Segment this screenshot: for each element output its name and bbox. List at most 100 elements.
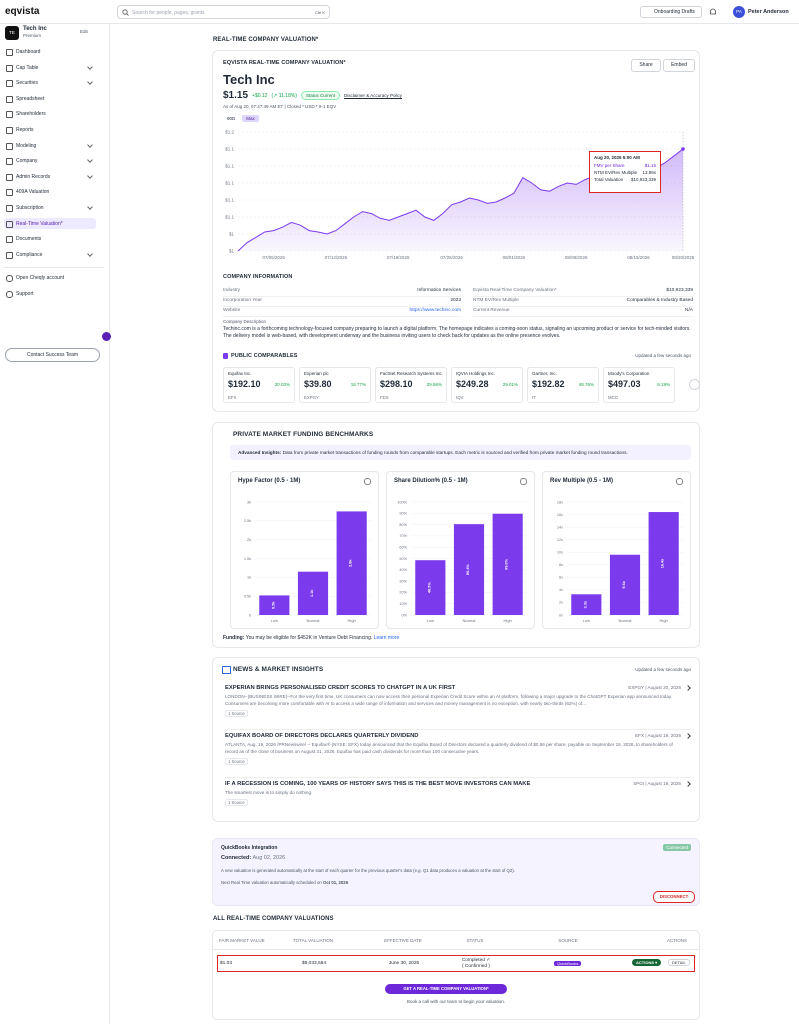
y-tick-label: 16x — [557, 513, 563, 517]
nav-item[interactable]: Compliance — [4, 249, 96, 260]
embed-button[interactable]: Embed — [663, 59, 695, 72]
tooltip-row: NTM EV/Rev Multiple 13.89x — [594, 170, 656, 175]
nav-item[interactable]: Company — [4, 155, 96, 166]
tooltip-key: NTM EV/Rev Multiple — [594, 170, 638, 175]
detail-button[interactable]: DETAIL — [668, 959, 690, 966]
y-tick-label: 0% — [402, 613, 408, 617]
tooltip-value: $10,923,339 — [630, 177, 656, 182]
contact-button[interactable]: Contact Success Team — [5, 348, 100, 362]
info-row: Incorporation Year 2023 — [223, 297, 461, 307]
nav-item[interactable]: Admin Records — [4, 171, 96, 182]
source-badge: QuickBooks — [554, 960, 582, 966]
nav-icon — [6, 173, 13, 181]
drafts-button[interactable]: Onboarding Drafts — [640, 6, 702, 18]
nav-item[interactable]: Real-Time Valuation* — [4, 217, 96, 229]
disconnect-button[interactable]: DISCONNECT — [653, 891, 695, 903]
y-tick-label: 6x — [559, 576, 563, 580]
news-item[interactable]: EXPERIAN BRINGS PERSONALISED CREDIT SCOR… — [225, 685, 691, 730]
next-arrow[interactable] — [689, 379, 700, 390]
bar-chart-title: Rev Multiple (0.5 - 1M) — [550, 478, 614, 484]
search-box[interactable]: Search for people, pages, grants Ctrl K — [117, 5, 330, 19]
disclaimer-link[interactable]: Disclaimer & Accuracy Policy — [343, 93, 402, 98]
bar-chart: 0 0.5k 1k 1.5k 2k 2.5k 3k 0.5k Low 1.1k Normal 2.8k… — [244, 500, 371, 623]
bar — [609, 554, 641, 615]
nav-item[interactable]: Reports — [4, 124, 96, 135]
comparable-card[interactable]: Equifax Inc. $192.10 20.03% EFX — [223, 367, 295, 403]
y-tick-label: 10x — [557, 551, 563, 555]
y-tick-label: 10% — [399, 602, 407, 606]
actions-button[interactable]: ACTIONS ▾ — [632, 959, 662, 966]
nav-item[interactable]: Shareholders — [4, 108, 96, 119]
search-icon — [122, 9, 129, 16]
y-tick-label: 0x — [559, 613, 563, 617]
share-button[interactable]: Share — [631, 59, 661, 72]
user-name[interactable]: Peter Anderson — [748, 9, 789, 15]
tooltip-key: FMV per Share — [594, 163, 625, 168]
comparable-price: $497.03 — [608, 379, 641, 389]
news-item[interactable]: EQUIFAX BOARD OF DIRECTORS DECLARES QUAR… — [225, 733, 691, 778]
news-source: EFX | August 19, 2026 — [635, 733, 681, 738]
x-tick-label: Normal — [307, 618, 320, 623]
bar-value-label: 48.5% — [427, 582, 431, 593]
nav-icon — [6, 127, 13, 134]
comparable-card[interactable]: Moody's Corporation $497.03 8.19% MCO — [603, 367, 675, 403]
bell-icon[interactable] — [709, 8, 717, 16]
comparable-card[interactable]: FactSet Research Systems Inc. $298.10 29.5… — [375, 367, 447, 403]
news-tag: 1 Source — [225, 758, 248, 765]
area — [238, 149, 683, 251]
bar-chart: 0% 10% 20% 30% 40% 50% 60% 70% 80% 90% 100% 48.5% Lo… — [397, 500, 527, 623]
edit-link[interactable]: Edit — [80, 29, 88, 34]
nav-item[interactable]: 409A Valuation — [4, 186, 96, 197]
news-item[interactable]: IF A RECESSION IS COMING, 100 YEARS OF H… — [225, 781, 691, 825]
info-key: NTM EV/Rev Multiple — [473, 298, 519, 303]
insight-box: Advanced Insights: Data from private mar… — [230, 445, 691, 460]
comparable-change: 20.03% — [274, 382, 290, 387]
avatar[interactable]: PA — [733, 6, 745, 18]
info-value[interactable]: https://www.techinc.com — [409, 308, 461, 313]
table-header: EFFECTIVE DATE — [384, 938, 422, 943]
learn-more[interactable]: Learn more — [373, 635, 400, 641]
logo[interactable]: eqvista — [5, 6, 40, 17]
nav-item[interactable]: Subscription — [4, 202, 96, 213]
comparable-ticker: IT — [532, 395, 536, 400]
info-row: Website https://www.techinc.com — [223, 307, 461, 317]
info-row: Industry Information Services — [223, 287, 461, 297]
news-headline: EQUIFAX BOARD OF DIRECTORS DECLARES QUAR… — [225, 733, 419, 739]
nav-item[interactable]: Modeling — [4, 140, 96, 151]
nav-item[interactable]: Documents — [4, 233, 96, 244]
comparable-change: 29.01% — [502, 382, 518, 387]
nav-item[interactable]: Open Cheqly account — [4, 272, 96, 283]
nav-icon — [6, 49, 13, 56]
y-tick-label: 0 — [249, 613, 251, 617]
info-row: NTM EV/Rev Multiple Comparables & Industr… — [473, 297, 693, 307]
comparable-card[interactable]: Experian plc $39.80 18.77% EXPGY — [299, 367, 371, 403]
news-body: ATLANTA, Aug. 19, 2026 /PRNewswire/ -- E… — [225, 742, 673, 754]
company-name[interactable]: Tech Inc — [23, 26, 47, 32]
nav-item[interactable]: Cap Table — [4, 62, 96, 73]
cta-button[interactable]: GET A REAL-TIME COMPANY VALUATION* — [385, 984, 507, 994]
qb-title: QuickBooks Integration — [221, 845, 278, 851]
cta-note: Book a call with our team to begin your … — [406, 999, 506, 1004]
bar-value-label: 89.6% — [505, 558, 509, 569]
comparable-card[interactable]: Gartner, Inc. $192.82 48.76% IT — [527, 367, 599, 403]
price-change-pct: (↗ 11.18%) — [271, 92, 297, 99]
collapse-button[interactable] — [102, 332, 111, 341]
nav-divider — [4, 267, 104, 268]
table-title: ALL REAL-TIME COMPANY VALUATIONS — [213, 916, 334, 922]
bar — [648, 512, 679, 615]
nav-icon — [6, 64, 13, 72]
nav-item[interactable]: Dashboard — [4, 46, 96, 57]
nav-item[interactable]: Support — [4, 288, 96, 299]
x-tick-label: 07/19/2026 — [387, 255, 410, 260]
y-tick-label: 2k — [247, 538, 251, 542]
range-button[interactable]: Max — [242, 115, 259, 122]
benchmarks-card: PRIVATE MARKET FUNDING BENCHMARKS Advanc… — [212, 422, 700, 648]
insight-text: Data from private market transactions of… — [282, 450, 628, 455]
news-updated: Updated a few seconds ago — [635, 667, 691, 672]
comparable-card[interactable]: IQVIA Holdings Inc. $249.28 29.01% IQV — [451, 367, 523, 403]
x-tick-label: 07/25/2026 — [440, 255, 463, 260]
nav-icon — [6, 275, 13, 282]
range-button[interactable]: 90D — [227, 116, 236, 121]
nav-item[interactable]: Spreadsheet — [4, 93, 96, 104]
nav-item[interactable]: Securities — [4, 77, 96, 88]
